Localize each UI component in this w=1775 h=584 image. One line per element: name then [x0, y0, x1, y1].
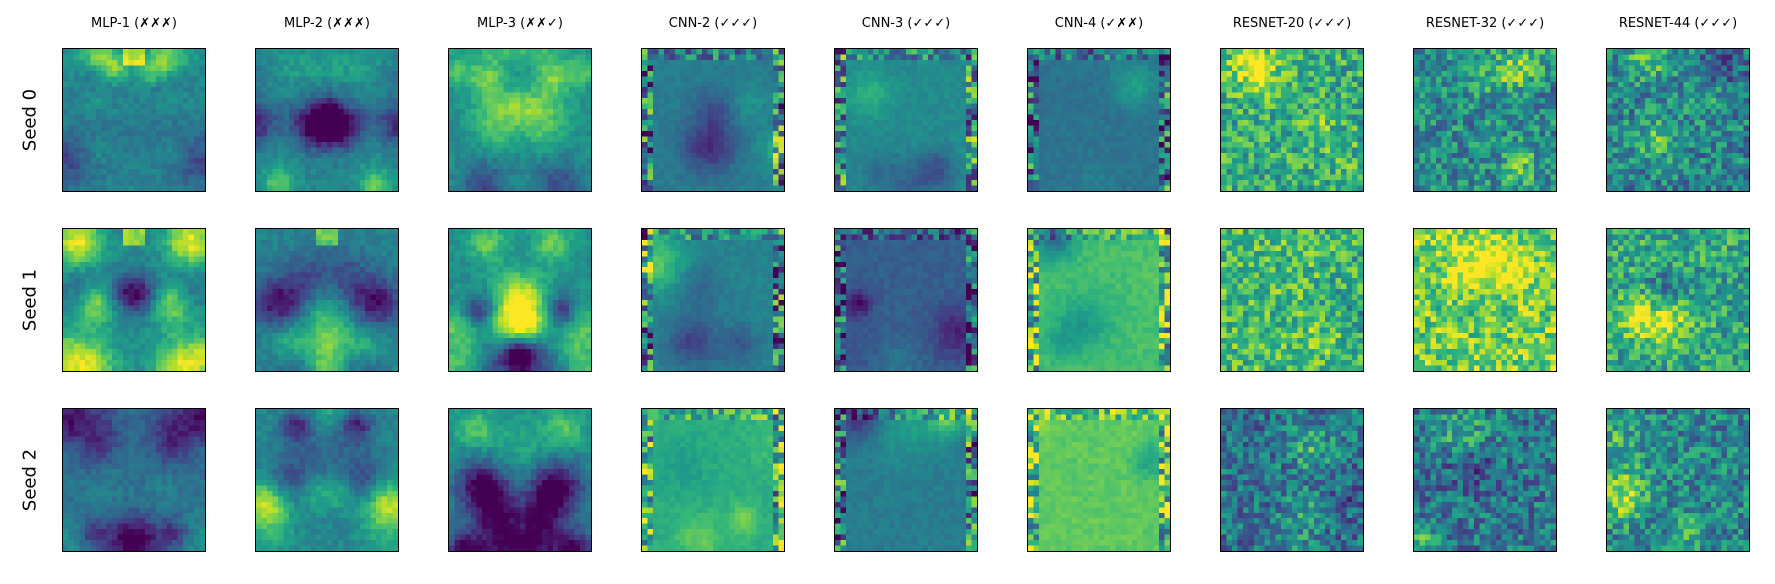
- row-label: Seed 2: [19, 448, 41, 512]
- heatmap-panel: [62, 48, 206, 192]
- heatmap-panel: [448, 228, 592, 372]
- heatmap-image: [835, 409, 977, 551]
- heatmap-image: [1221, 49, 1363, 191]
- heatmap-image: [1028, 229, 1170, 371]
- heatmap-panel: [62, 408, 206, 552]
- heatmap-image: [1221, 409, 1363, 551]
- column-title: MLP-1 (✗✗✗): [91, 16, 177, 31]
- column-title: RESNET-32 (✓✓✓): [1425, 16, 1545, 31]
- heatmap-image: [642, 49, 784, 191]
- column-title: RESNET-20 (✓✓✓): [1232, 16, 1352, 31]
- heatmap-panel: [448, 408, 592, 552]
- heatmap-image: [449, 229, 591, 371]
- heatmap-image: [1028, 49, 1170, 191]
- heatmap-panel: [1027, 228, 1171, 372]
- column-title: MLP-3 (✗✗✓): [477, 16, 563, 31]
- row-label: Seed 1: [19, 268, 41, 332]
- column-title: MLP-2 (✗✗✗): [284, 16, 370, 31]
- heatmap-panel: [834, 48, 978, 192]
- heatmap-image: [1414, 49, 1556, 191]
- column-title: CNN-2 (✓✓✓): [668, 16, 758, 31]
- heatmap-image: [63, 409, 205, 551]
- heatmap-panel: [1027, 48, 1171, 192]
- heatmap-panel: [641, 48, 785, 192]
- heatmap-panel: [1220, 408, 1364, 552]
- heatmap-image: [63, 49, 205, 191]
- heatmap-image: [1414, 409, 1556, 551]
- heatmap-image: [256, 409, 398, 551]
- heatmap-image: [63, 229, 205, 371]
- heatmap-image: [835, 49, 977, 191]
- heatmap-image: [835, 229, 977, 371]
- heatmap-panel: [1606, 228, 1750, 372]
- heatmap-panel: [641, 228, 785, 372]
- heatmap-image: [1607, 229, 1749, 371]
- heatmap-panel: [62, 228, 206, 372]
- heatmap-panel: [448, 48, 592, 192]
- column-title: CNN-4 (✓✗✗): [1054, 16, 1144, 31]
- heatmap-image: [256, 229, 398, 371]
- heatmap-image: [449, 49, 591, 191]
- heatmap-panel: [255, 48, 399, 192]
- heatmap-image: [256, 49, 398, 191]
- heatmap-image: [1028, 409, 1170, 551]
- heatmap-panel: [255, 408, 399, 552]
- row-label: Seed 0: [19, 88, 41, 152]
- heatmap-panel: [1413, 408, 1557, 552]
- column-title: RESNET-44 (✓✓✓): [1618, 16, 1738, 31]
- heatmap-panel: [1606, 48, 1750, 192]
- heatmap-panel: [834, 408, 978, 552]
- heatmap-image: [642, 229, 784, 371]
- heatmap-image: [1607, 49, 1749, 191]
- heatmap-panel: [1220, 48, 1364, 192]
- heatmap-panel: [255, 228, 399, 372]
- heatmap-panel: [1413, 228, 1557, 372]
- column-title: CNN-3 (✓✓✓): [861, 16, 951, 31]
- heatmap-panel: [1413, 48, 1557, 192]
- heatmap-image: [1414, 229, 1556, 371]
- heatmap-image: [449, 409, 591, 551]
- heatmap-image: [1607, 409, 1749, 551]
- heatmap-image: [1221, 229, 1363, 371]
- heatmap-panel: [1220, 228, 1364, 372]
- heatmap-panel: [1606, 408, 1750, 552]
- heatmap-panel: [641, 408, 785, 552]
- heatmap-image: [642, 409, 784, 551]
- heatmap-panel: [1027, 408, 1171, 552]
- heatmap-panel: [834, 228, 978, 372]
